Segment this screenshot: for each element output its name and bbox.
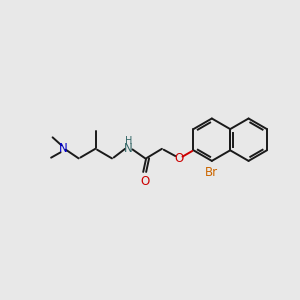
Text: N: N [58,142,67,155]
Text: H: H [125,136,132,146]
Text: O: O [175,152,184,165]
Text: N: N [124,142,133,155]
Text: Br: Br [205,166,218,179]
Text: O: O [140,176,149,188]
